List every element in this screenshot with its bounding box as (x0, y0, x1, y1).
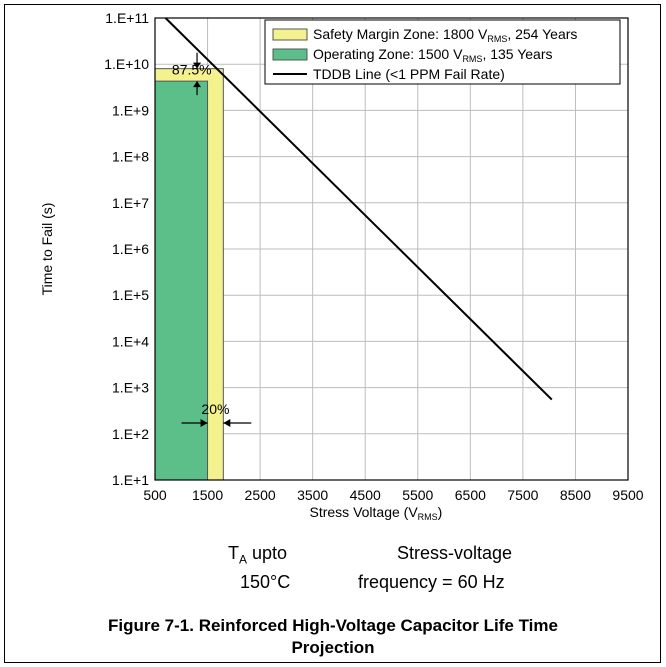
y-tick-label-10: 1.E+11 (105, 10, 149, 26)
arrow-875-upper-head (193, 62, 202, 69)
stress-voltage-label: Stress-voltage (397, 543, 513, 563)
x-tick-label-3: 3500 (297, 487, 328, 503)
figure-frame (4, 4, 661, 663)
arrow-875-lower-head (193, 81, 202, 88)
x-tick-label-5: 5500 (402, 487, 433, 503)
x-tick-label-0: 500 (143, 487, 167, 503)
x-axis-label: Stress Voltage (VRMS) (310, 504, 443, 522)
y-tick-label-9: 1.E+10 (104, 56, 149, 72)
x-tick-label-1: 1500 (192, 487, 223, 503)
x-tick-label-8: 8500 (560, 487, 591, 503)
y-axis-label: Time to Fail (s) (39, 203, 55, 296)
legend-swatch-0 (272, 28, 308, 41)
legend-label-2: TDDB Line (<1 PPM Fail Rate) (313, 66, 505, 82)
annotation-87-5: 87.5% (172, 61, 212, 77)
frequency-label: frequency = 60 Hz (358, 572, 505, 592)
legend-swatch-1 (272, 48, 308, 61)
zone-1 (154, 80, 209, 481)
y-tick-label-7: 1.E+8 (112, 149, 149, 165)
y-tick-label-1: 1.E+2 (112, 426, 149, 442)
arrow-20-left-head (200, 419, 208, 427)
plot-border (154, 17, 629, 481)
ta-value: 150°C (240, 572, 291, 592)
y-tick-label-5: 1.E+6 (112, 241, 149, 257)
x-tick-label-2: 2500 (245, 487, 276, 503)
y-tick-label-4: 1.E+5 (112, 287, 149, 303)
legend-box (264, 19, 621, 85)
y-tick-label-6: 1.E+7 (112, 195, 149, 211)
life-time-chart: 1.E+1 1.E+2 1.E+3 1.E+4 1.E+5 1.E+6 1.E+7 1.E+8… (39, 10, 644, 522)
y-tick-label-3: 1.E+4 (112, 333, 149, 349)
x-tick-label-4: 4500 (350, 487, 381, 503)
y-tick-label-8: 1.E+9 (112, 102, 149, 118)
arrow-20-right-head (223, 419, 231, 427)
y-tick-label-2: 1.E+3 (112, 380, 149, 396)
figure-caption-line-1: Figure 7-1. Reinforced High-Voltage Capa… (108, 616, 558, 635)
x-tick-label-6: 6500 (455, 487, 486, 503)
legend-label-1: Operating Zone: 1500 VRMS, 135 Years (313, 46, 553, 64)
y-tick-label-0: 1.E+1 (112, 472, 149, 488)
ta-label: TA upto (228, 543, 288, 567)
x-tick-label-7: 7500 (507, 487, 538, 503)
tddb-line (164, 17, 553, 401)
annotation-20: 20% (201, 401, 229, 417)
x-tick-label-9: 9500 (612, 487, 643, 503)
figure-caption-line-2: Projection (291, 638, 375, 657)
legend-label-0: Safety Margin Zone: 1800 VRMS, 254 Years (313, 26, 577, 44)
